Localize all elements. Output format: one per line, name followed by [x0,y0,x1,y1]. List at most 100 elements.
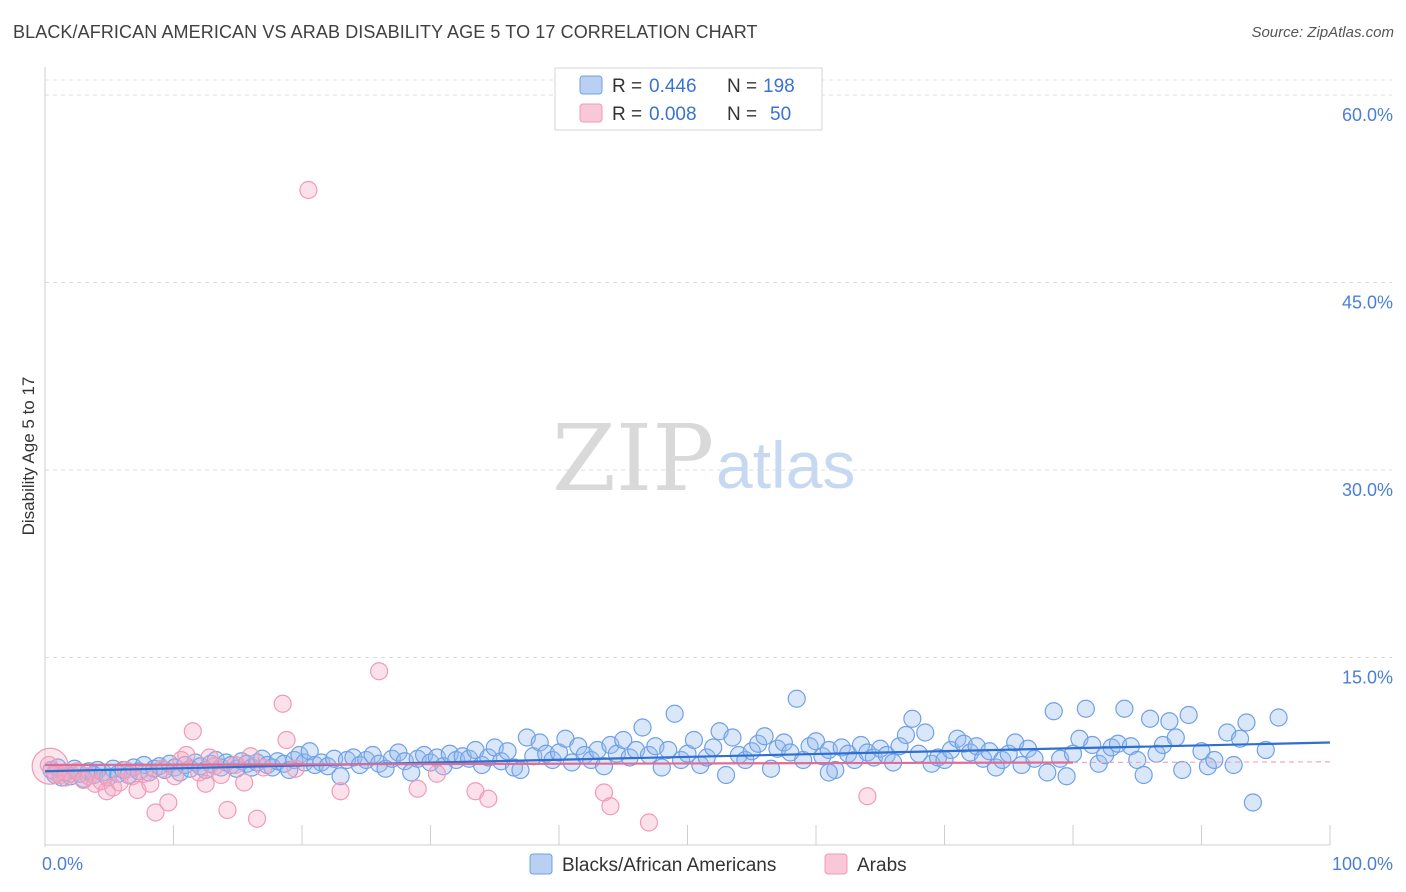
point-blacks-186 [1166,728,1185,747]
point-blacks-128 [787,689,806,708]
point-blacks-112 [684,730,704,750]
point-blacks-123 [755,727,774,746]
series-legend-swatch-arabs [824,853,848,875]
point-arabs-37 [277,730,296,750]
point-blacks-169 [1057,767,1076,786]
point-blacks-109 [665,704,684,723]
point-arabs-18 [146,803,165,822]
y-tick-label-60: 60.0% [1342,105,1393,125]
legend-n-label-arabs: N = [727,104,757,125]
point-arabs-26 [196,774,215,793]
point-arabs-24 [183,722,202,741]
series-legend-label-arabs: Arabs [857,855,907,876]
trend-layer [44,741,1331,773]
y-tick-label-30: 30.0% [1342,480,1393,500]
point-blacks-107 [652,758,671,777]
chart-source: Source: ZipAtlas.com [1251,24,1394,41]
point-blacks-193 [1224,755,1243,775]
point-arabs-49 [858,787,877,806]
series-legend-swatch-blacks [529,853,553,875]
trendline-arabs-extension [1072,761,1331,764]
series-legend-label-blacks: Blacks/African Americans [562,855,776,876]
legend-r-value-arabs: 0.008 [649,104,697,125]
point-arabs-42 [408,779,427,798]
legend-n-label-blacks: N = [727,76,757,97]
point-blacks-146 [903,709,922,728]
point-blacks-199 [819,763,838,782]
point-blacks-185 [1160,712,1179,731]
point-blacks-167 [1044,702,1063,721]
point-blacks-195 [1237,713,1256,732]
point-blacks-191 [1205,750,1224,770]
point-blacks-182 [1140,709,1160,728]
series-legend: Blacks/African Americans Arabs [529,853,907,876]
x-tick-label-100: 100.0% [1332,854,1393,874]
point-blacks-101 [614,730,633,750]
trendline-blacks [44,741,1331,773]
point-arabs-41 [370,662,389,681]
point-blacks-178 [1115,699,1134,718]
point-arabs-43 [427,764,447,783]
point-arabs-27 [200,748,219,767]
point-blacks-118 [723,728,742,747]
point-arabs-40 [331,782,350,801]
point-arabs-30 [218,800,237,820]
legend-swatch-arabs [579,103,603,123]
watermark-atlas: atlas [716,428,855,502]
legend-n-value-blacks: 198 [763,76,795,97]
point-blacks-115 [704,738,723,757]
chart-title: BLACK/AFRICAN AMERICAN VS ARAB DISABILIT… [13,22,758,42]
point-blacks-165 [1025,749,1044,768]
point-arabs-23 [177,745,196,765]
point-arabs-47 [601,797,620,816]
point-arabs-9 [92,772,111,791]
point-blacks-55 [318,757,337,776]
point-blacks-173 [1083,735,1102,755]
legend-r-label-arabs: R = [612,104,642,125]
point-blacks-131 [806,732,826,751]
point-blacks-145 [896,725,916,745]
point-blacks-198 [1269,708,1288,727]
point-blacks-148 [916,723,935,742]
point-blacks-196 [1243,793,1263,812]
point-arabs-38 [286,759,305,778]
point-blacks-197 [1256,740,1275,760]
point-blacks-187 [1173,760,1192,780]
point-blacks-188 [1179,705,1198,725]
point-blacks-124 [761,759,781,778]
x-tick-label-0: 0.0% [42,854,83,874]
point-blacks-172 [1076,699,1095,718]
legend-r-label-blacks: R = [612,76,642,97]
point-blacks-57 [331,767,350,786]
point-arabs-34 [247,809,267,828]
point-arabs-20 [159,793,178,812]
point-arabs-17 [141,774,160,793]
stats-legend: R = 0.446 N = 198 R = 0.008 N = 50 [554,67,823,131]
point-blacks-104 [633,718,652,737]
point-blacks-194 [1230,729,1250,748]
point-arabs-39 [299,180,318,200]
legend-swatch-blacks [579,75,603,95]
point-blacks-56 [325,749,344,768]
grid-layer [45,79,1392,658]
y-axis-label: Disability Age 5 to 17 [19,377,38,536]
point-blacks-98 [594,757,614,776]
point-blacks-144 [890,737,909,756]
point-arabs-14 [123,767,142,786]
point-blacks-189 [1192,742,1211,761]
point-arabs-cluster [31,747,69,785]
legend-n-value-arabs: 50 [770,104,791,125]
point-blacks-52 [300,742,319,761]
point-blacks-117 [716,765,736,785]
y-tick-label-15: 15.0% [1342,668,1393,688]
point-blacks-180 [1128,750,1147,770]
point-blacks-122 [749,734,768,753]
point-blacks-88 [530,733,549,752]
trendline-arabs [44,761,1074,767]
point-arabs-36 [273,694,292,713]
axis-layer [44,67,1331,847]
point-blacks-108 [659,740,678,760]
watermark-zip: ZIP [552,405,714,512]
point-arabs-21 [165,767,184,786]
